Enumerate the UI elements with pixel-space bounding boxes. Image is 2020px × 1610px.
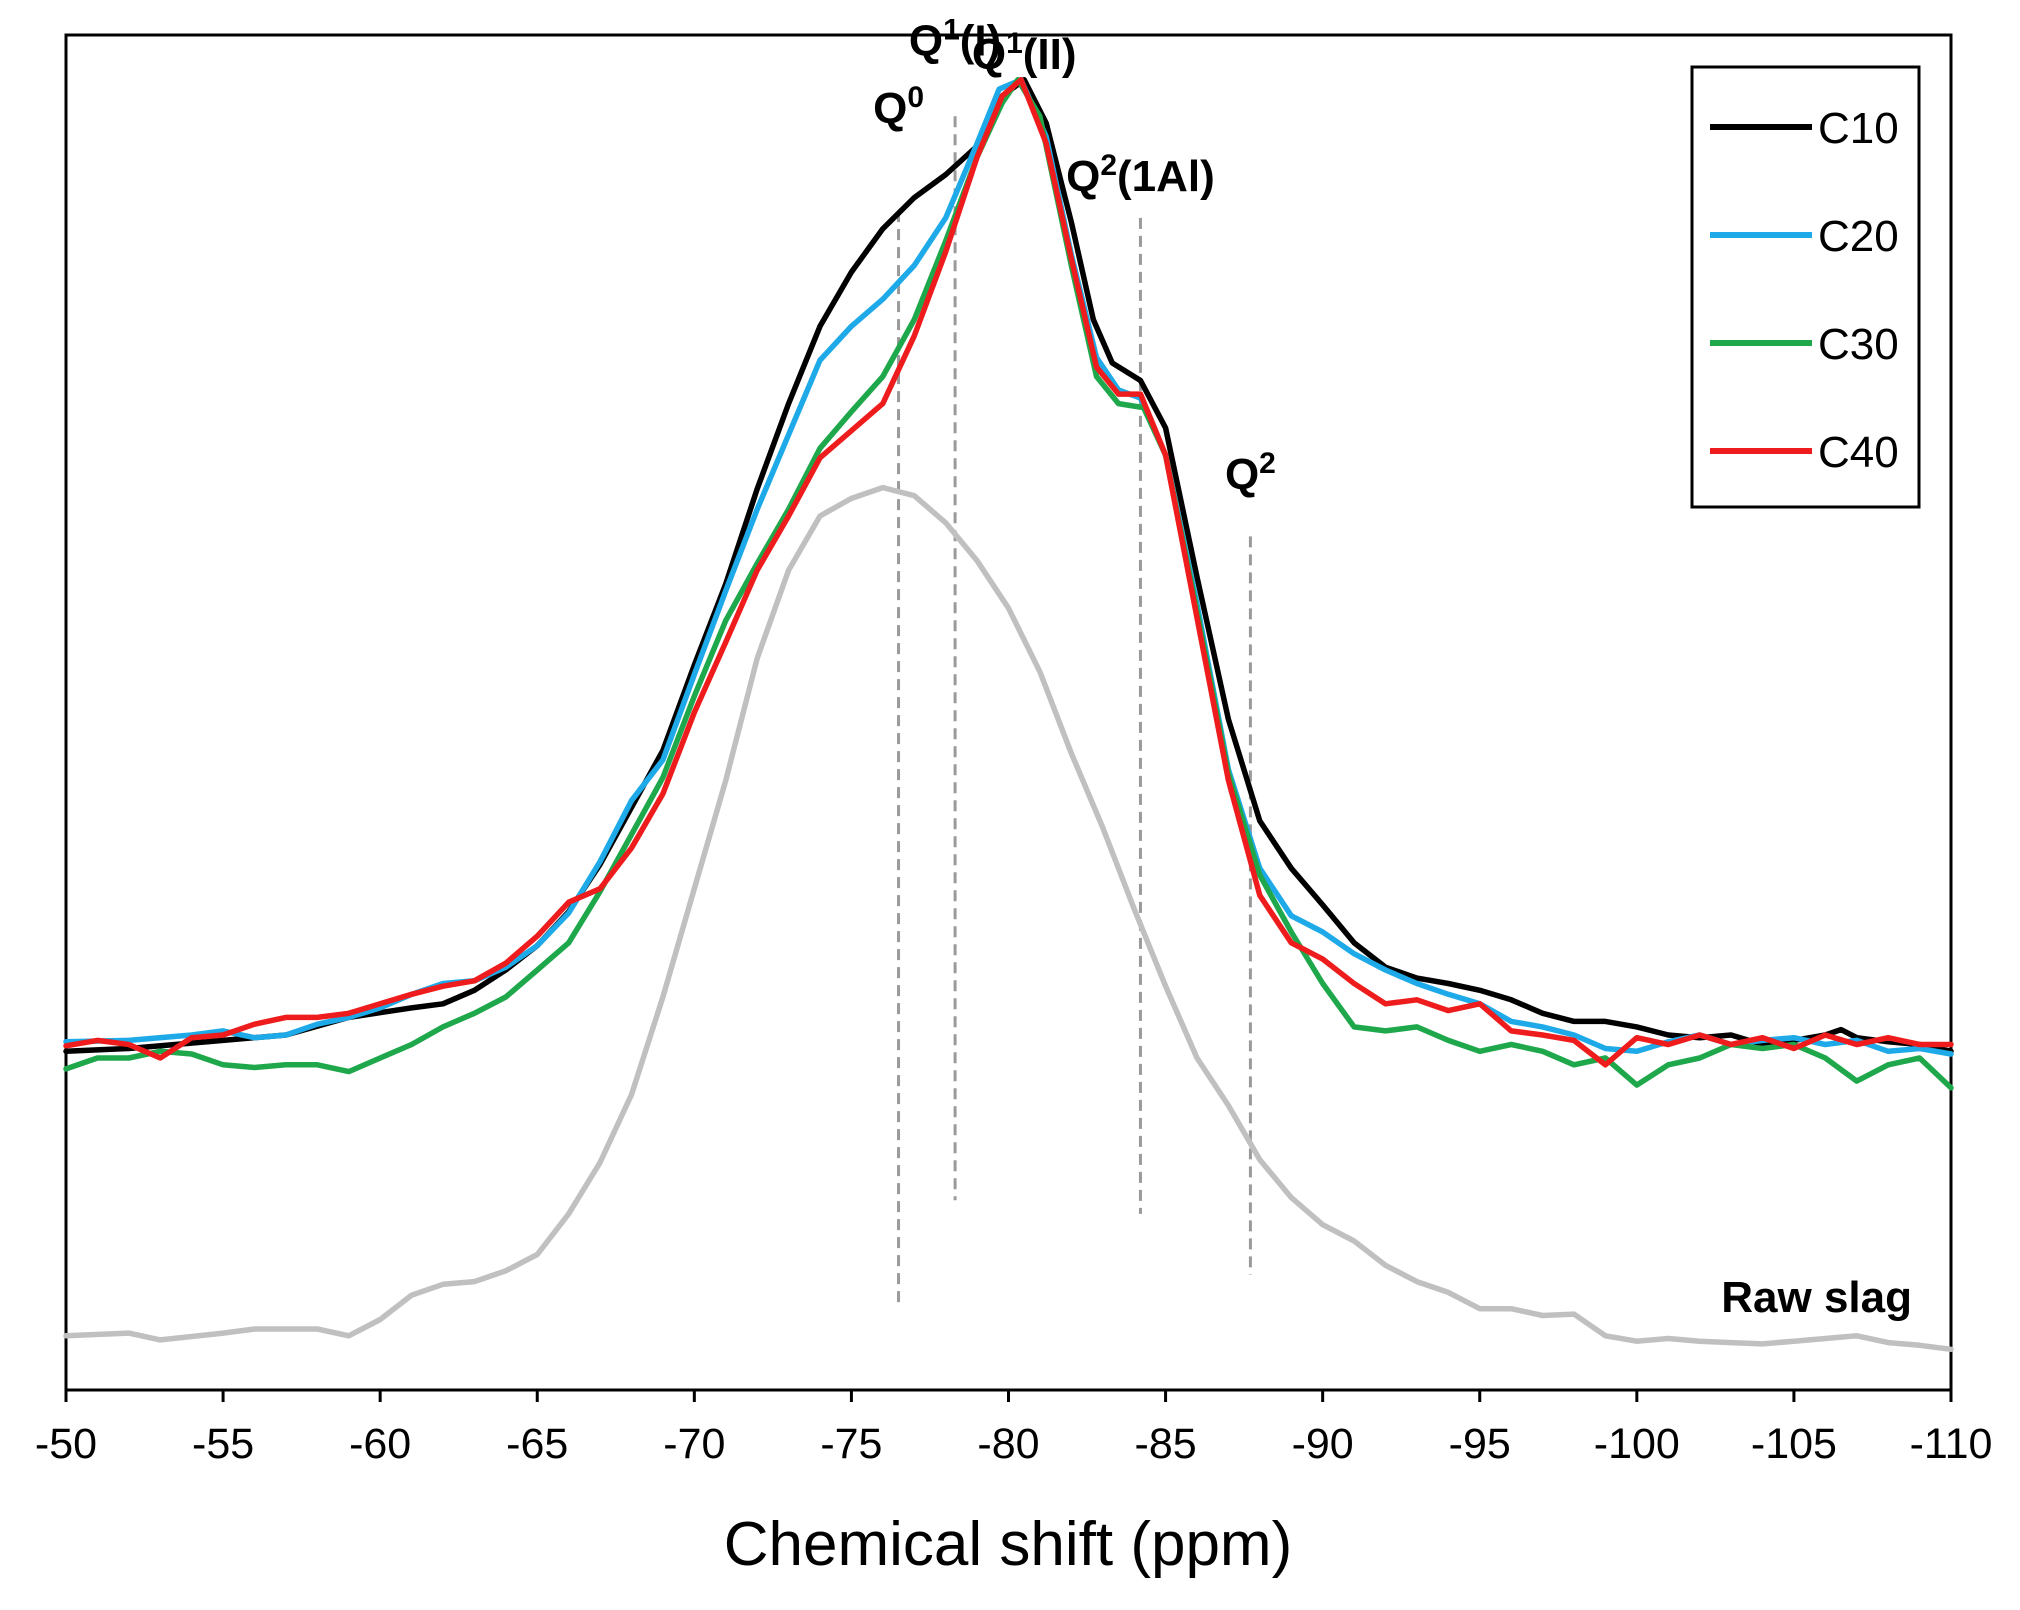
x-tick-label: -100: [1594, 1420, 1680, 1468]
peak-marker-lines: [897, 116, 1252, 1309]
peak-label-q1-ii: Q1(II): [972, 27, 1077, 79]
x-tick-label: -70: [663, 1420, 725, 1468]
peak-label-q2: Q2: [1225, 447, 1276, 499]
legend-label-c10: C10: [1818, 104, 1899, 153]
x-tick-label: -95: [1449, 1420, 1511, 1468]
legend-label-c30: C30: [1818, 320, 1899, 369]
peak-labels: Q0 Q1(I)Q1(II) Q2(1Al) Q2: [873, 13, 1276, 499]
plot-frame: [64, 33, 1953, 1392]
peak-label-q1-i: Q1(I): [909, 13, 1001, 65]
series-line-c20: [63, 76, 1954, 1057]
x-tick-label: -50: [35, 1420, 97, 1468]
x-tick-label: -110: [1910, 1420, 1993, 1468]
x-tick-label: -80: [977, 1420, 1039, 1468]
legend: C10 C20 C30 C40: [1690, 65, 1921, 509]
series-line-c40: [63, 76, 1954, 1068]
x-axis: -50 -55 -60 -65 -70 -75 -80 -85 -90 -95 -100 -105 -1…: [35, 1390, 1993, 1468]
x-tick-label: -60: [349, 1420, 411, 1468]
x-tick-label: -105: [1751, 1420, 1837, 1468]
series-line-c30: [63, 76, 1954, 1091]
series-line-raw-slag: [63, 484, 1954, 1353]
peak-label-q2-1al: Q2(1Al): [1066, 149, 1215, 201]
legend-box: [1690, 65, 1921, 509]
legend-label-c40: C40: [1818, 428, 1899, 477]
x-tick-label: -65: [506, 1420, 568, 1468]
series-line-c10: [63, 76, 1954, 1055]
x-tick-label: -75: [820, 1420, 882, 1468]
raw-slag-label: Raw slag: [1721, 1273, 1912, 1322]
peak-label-q0: Q0: [873, 81, 924, 133]
legend-items: C10 C20 C30 C40: [1710, 104, 1899, 477]
x-tick-label: -85: [1135, 1420, 1197, 1468]
x-tick-label: -90: [1292, 1420, 1354, 1468]
series-layer: [63, 76, 1954, 1353]
x-axis-title: Chemical shift (ppm): [724, 1510, 1292, 1579]
x-tick-label: -55: [192, 1420, 254, 1468]
legend-label-c20: C20: [1818, 212, 1899, 261]
